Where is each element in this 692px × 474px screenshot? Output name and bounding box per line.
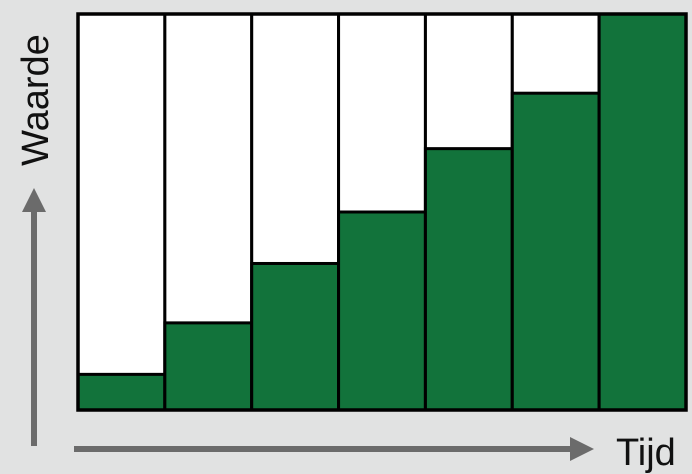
bar	[163, 321, 254, 412]
bar	[510, 91, 601, 412]
y-axis-arrowhead	[22, 188, 46, 212]
bar	[423, 147, 514, 412]
x-axis-arrowhead	[570, 437, 594, 461]
bar	[76, 372, 167, 412]
bar	[597, 12, 688, 412]
y-axis-label: Waarde	[15, 34, 57, 166]
bars-group	[76, 12, 688, 412]
bar-slot	[76, 12, 167, 412]
bar	[337, 210, 427, 412]
plot-frame	[76, 12, 688, 412]
bar	[250, 261, 341, 412]
x-axis-label: Tijd	[616, 432, 676, 474]
